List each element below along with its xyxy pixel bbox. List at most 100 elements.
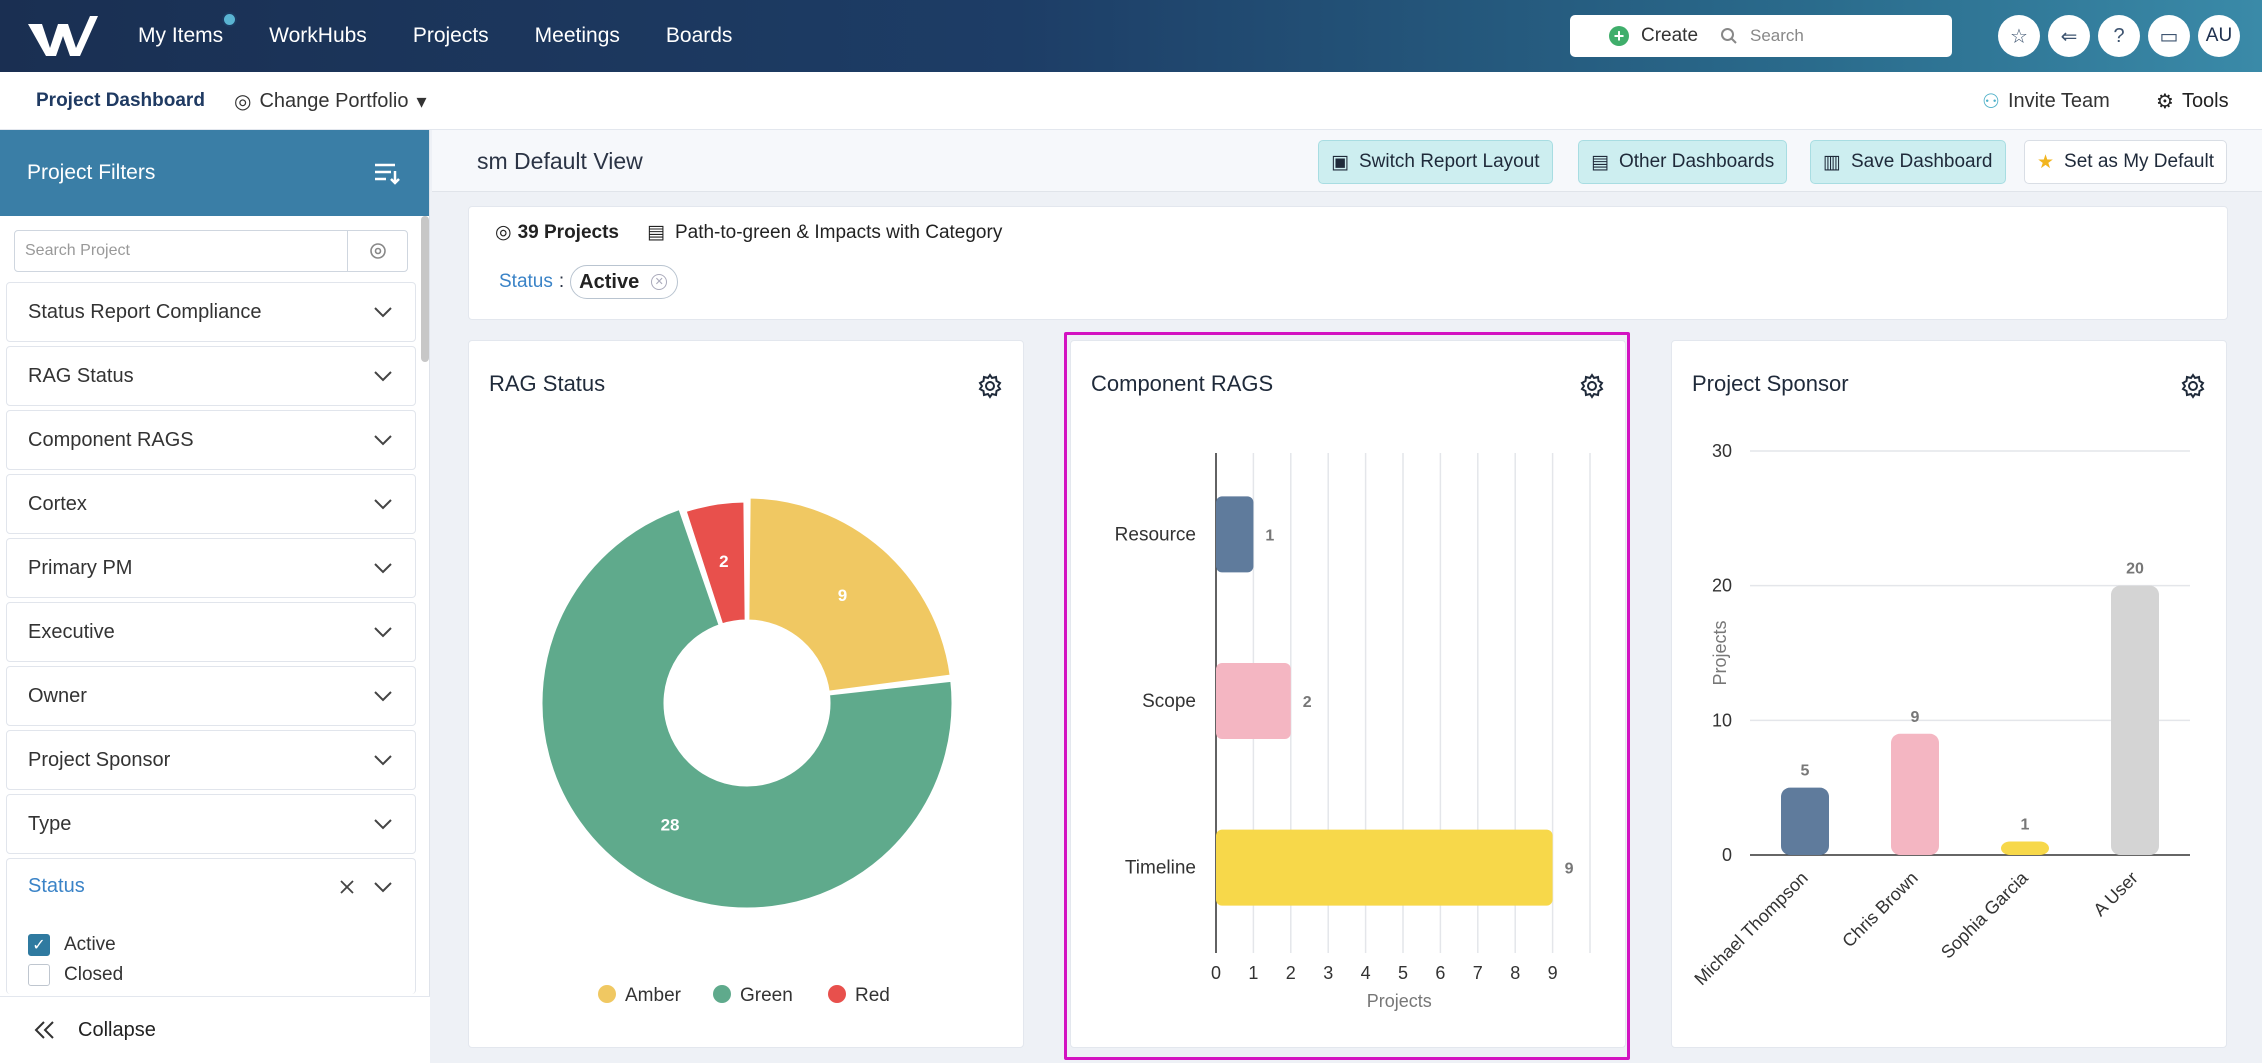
clear-filter-icon[interactable] <box>339 879 355 895</box>
filter-label: RAG Status <box>28 364 134 387</box>
nav-meetings[interactable]: Meetings <box>534 24 620 47</box>
projects-count[interactable]: ◎ 39 Projects <box>495 221 619 244</box>
pie-slice-amber <box>746 495 953 694</box>
pie-data-label: 9 <box>838 586 847 605</box>
change-portfolio-dropdown[interactable]: ◎ Change Portfolio ▾ <box>234 89 426 114</box>
legend-label-amber: Amber <box>625 985 682 1006</box>
users-icon: ⚇ <box>1982 91 2000 113</box>
save-icon: ▥ <box>1823 151 1841 173</box>
filter-status-header[interactable]: Status <box>28 875 393 898</box>
search-project-input[interactable]: Search Project <box>14 230 408 272</box>
dashboard-view-bar: sm Default View ▣ Switch Report Layout ▤… <box>432 130 2262 192</box>
x-tick-label: 8 <box>1510 963 1520 983</box>
invite-team-button[interactable]: ⚇ Invite Team <box>1982 89 2110 114</box>
gear-icon[interactable] <box>1579 373 1605 399</box>
tools-button[interactable]: ⚙ Tools <box>2156 89 2229 114</box>
filter-rag-status[interactable]: RAG Status <box>6 346 416 406</box>
filter-owner[interactable]: Owner <box>6 666 416 726</box>
x-tick-label: 1 <box>1248 963 1258 983</box>
project-dashboard-link[interactable]: Project Dashboard <box>36 90 205 111</box>
chevron-down-icon <box>374 755 392 766</box>
option-label: Active <box>64 934 116 955</box>
sign-out-icon[interactable]: ⇐ <box>2048 15 2090 57</box>
filter-status-report-compliance[interactable]: Status Report Compliance <box>6 282 416 342</box>
bar-data-label: 9 <box>1565 861 1574 878</box>
status-option-active[interactable]: ✓ Active <box>28 934 116 956</box>
global-search-input[interactable]: Search <box>1706 15 1952 57</box>
search-icon <box>369 243 386 259</box>
bar-data-label: 1 <box>2021 817 2030 834</box>
filter-label: Type <box>28 812 72 835</box>
x-tick-label: 5 <box>1398 963 1408 983</box>
portfolio-label: Change Portfolio <box>259 90 409 112</box>
bar-scope <box>1216 663 1291 739</box>
x-tick-label: Michael Thompson <box>1690 868 1811 989</box>
chevron-down-icon <box>374 371 392 382</box>
report-name[interactable]: ▤ Path-to-green & Impacts with Category <box>647 221 1002 244</box>
bar-resource <box>1216 496 1254 573</box>
bar-data-label: 20 <box>2126 561 2144 578</box>
y-tick-label: 10 <box>1712 710 1732 730</box>
gear-icon[interactable] <box>2180 373 2206 399</box>
sidebar-scrollbar[interactable] <box>421 216 429 362</box>
search-project-button[interactable] <box>347 231 407 271</box>
switch-report-layout-button[interactable]: ▣ Switch Report Layout <box>1318 140 1553 184</box>
filter-label: Owner <box>28 684 87 707</box>
other-dashboards-button[interactable]: ▤ Other Dashboards <box>1578 140 1788 184</box>
filter-label: Status Report Compliance <box>28 300 262 323</box>
create-label: Create <box>1640 25 1699 46</box>
set-as-default-button[interactable]: ★ Set as My Default <box>2024 140 2227 184</box>
user-avatar[interactable]: AU <box>2198 15 2240 57</box>
option-label: Closed <box>64 964 124 985</box>
filter-executive[interactable]: Executive <box>6 602 416 662</box>
button-label: Set as My Default <box>2064 151 2214 172</box>
notification-dot <box>222 12 238 27</box>
pie-slice-red <box>683 499 748 627</box>
chat-icon[interactable]: ▭ <box>2148 15 2190 57</box>
double-chevron-left-icon <box>34 1021 54 1039</box>
filter-primary-pm[interactable]: Primary PM <box>6 538 416 598</box>
collapse-sidebar-button[interactable]: Collapse <box>0 996 430 1063</box>
filter-type[interactable]: Type <box>6 794 416 854</box>
y-axis-title: Projects <box>1710 620 1730 685</box>
project-sponsor-bar-chart: 0 10 20 30 Projects 5 Michael Thompson 9 Chris B… <box>1690 441 2190 989</box>
project-sponsor-card: Project Sponsor 0 10 20 30 Projects 5 Michael … <box>1671 340 2227 1048</box>
x-tick-label: 6 <box>1435 963 1445 983</box>
sort-filter-icon[interactable] <box>373 161 401 185</box>
save-dashboard-button[interactable]: ▥ Save Dashboard <box>1810 140 2006 184</box>
button-label: Other Dashboards <box>1618 151 1775 172</box>
favorites-star-icon[interactable]: ☆ <box>1998 15 2040 57</box>
legend-label-green: Green <box>740 985 793 1006</box>
checkbox-checked[interactable]: ✓ <box>28 934 50 956</box>
button-label: Save Dashboard <box>1850 151 1993 172</box>
projects-count-label: 39 Projects <box>517 221 619 243</box>
status-chip-active[interactable]: Active ✕ <box>570 265 679 299</box>
nav-my-items[interactable]: My Items <box>138 12 238 48</box>
bar-sophia-garcia <box>2001 841 2049 855</box>
component-rags-bar-chart: 0 1 2 3 4 5 6 7 8 9 Projects Resource 1 Scope 2 Timelin… <box>1115 453 1591 1011</box>
app-logo[interactable] <box>26 14 100 58</box>
pie-data-label: 28 <box>661 816 680 835</box>
filter-project-sponsor[interactable]: Project Sponsor <box>6 730 416 790</box>
chevron-down-icon <box>374 499 392 510</box>
help-icon[interactable]: ? <box>2098 15 2140 57</box>
filter-label: Project Sponsor <box>28 748 171 771</box>
filter-cortex[interactable]: Cortex <box>6 474 416 534</box>
filter-component-rags[interactable]: Component RAGS <box>6 410 416 470</box>
remove-chip-icon[interactable]: ✕ <box>651 274 668 290</box>
nav-projects[interactable]: Projects <box>412 24 489 47</box>
portfolio-icon: ◎ <box>495 222 512 243</box>
nav-workhubs[interactable]: WorkHubs <box>269 24 367 47</box>
checkbox-unchecked[interactable] <box>28 964 50 986</box>
chevron-down-icon <box>374 307 392 318</box>
x-tick-label: 3 <box>1323 963 1333 983</box>
rag-status-pie-chart: 9 28 2 Amber Green Red <box>539 495 955 1006</box>
nav-boards[interactable]: Boards <box>665 24 733 47</box>
bar-data-label: 2 <box>1303 694 1312 711</box>
status-option-closed[interactable]: Closed <box>28 964 123 986</box>
y-tick-label: Timeline <box>1125 858 1196 879</box>
filter-status: Status ✓ Active Closed <box>6 858 416 994</box>
gear-icon: ⚙ <box>2156 91 2174 113</box>
bar-a-user <box>2111 585 2159 855</box>
gear-icon[interactable] <box>977 373 1003 399</box>
